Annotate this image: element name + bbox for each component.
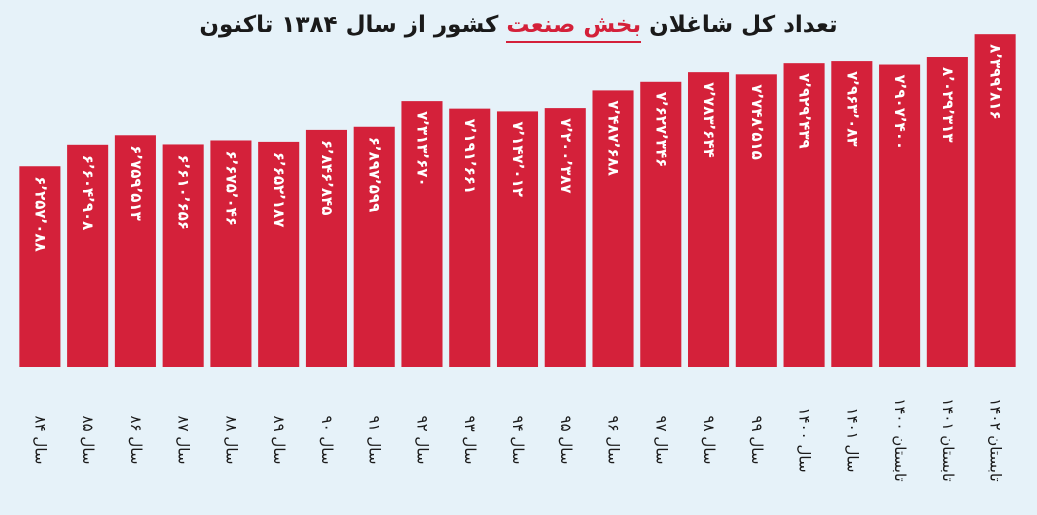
x-tick-label: سال ۸۶ — [127, 416, 145, 465]
value-label: ۷٬۷۴۸٬۵۱۵ — [748, 84, 766, 159]
bar — [544, 108, 586, 367]
x-tick-label: سال ۹۰ — [318, 416, 336, 465]
bar — [974, 34, 1016, 367]
x-tick-label: سال ۸۵ — [79, 416, 97, 465]
bar — [640, 81, 682, 367]
value-label: ۷٬۴۸۷٬۶۸۸ — [605, 100, 623, 175]
x-tick-label: سال ۹۴ — [509, 416, 527, 465]
bar — [114, 135, 156, 367]
x-tick-label: تابستان ۱۴۰۱ — [939, 398, 957, 481]
title-part: کشور از سال ۱۳۸۴ تاکنون — [199, 12, 499, 38]
value-label: ۷٬۱۹۱٬۶۶۱ — [461, 119, 479, 194]
bar — [353, 126, 395, 367]
x-tick-label: سال ۱۴۰۰ — [796, 407, 814, 472]
x-tick-label: سال ۸۸ — [222, 416, 240, 465]
value-label: ۸٬۳۹۹٬۸۱۶ — [987, 44, 1005, 119]
bar — [926, 57, 968, 367]
x-tick-label: سال ۸۹ — [270, 416, 288, 465]
x-tick-label: سال ۱۴۰۱ — [843, 407, 861, 472]
x-tick-label: سال ۹۸ — [700, 416, 718, 465]
x-tick-label: سال ۹۷ — [652, 416, 670, 465]
x-tick-label: تابستان ۱۴۰۰ — [891, 398, 909, 481]
value-label: ۶٬۶۰۴٬۹۰۸ — [79, 155, 97, 230]
bar — [401, 101, 443, 368]
bar — [258, 141, 300, 367]
bar — [210, 140, 252, 367]
chart-title: تعداد کل شاغلان بخش صنعت کشور از سال ۱۳۸… — [0, 12, 1037, 43]
x-tick-label: تابستان ۱۴۰۲ — [987, 398, 1005, 481]
x-tick-label: سال ۹۱ — [366, 416, 384, 465]
x-tick-label: سال ۸۴ — [31, 416, 49, 465]
bar — [592, 90, 634, 367]
bar — [449, 108, 491, 367]
bar — [162, 144, 204, 367]
value-label: ۶٬۷۵۹٬۵۱۳ — [127, 145, 145, 220]
value-label: ۸٬۰۲۹٬۳۱۳ — [939, 67, 957, 142]
bar — [688, 72, 730, 368]
bar — [19, 166, 61, 367]
x-tick-label: سال ۸۷ — [175, 416, 193, 465]
x-tick-label: سال ۹۶ — [605, 416, 623, 465]
value-label: ۷٬۳۱۳٬۶۷۰ — [413, 111, 431, 186]
bar — [305, 129, 347, 367]
value-label: ۶٬۸۹۷٬۵۹۹ — [366, 137, 384, 212]
value-label: ۷٬۶۲۷٬۳۴۶ — [652, 92, 670, 167]
title-part: تعداد کل شاغلان — [649, 12, 838, 38]
bar — [831, 61, 873, 367]
value-label: ۶٬۸۴۶٬۸۴۵ — [318, 140, 336, 215]
title-highlight: بخش صنعت — [506, 12, 642, 43]
value-label: ۷٬۱۴۷٬۰۱۲ — [509, 121, 527, 196]
value-label: ۷٬۹۰۷٬۴۰۰ — [891, 75, 909, 150]
x-tick-label: سال ۹۵ — [557, 416, 575, 465]
value-label: ۶٬۶۱۰٬۶۵۶ — [175, 154, 193, 229]
bar — [735, 74, 777, 368]
bar — [496, 111, 539, 368]
value-label: ۶٬۶۷۵٬۰۴۶ — [222, 150, 240, 225]
bar — [67, 144, 109, 367]
x-tick-label: سال ۹۳ — [461, 416, 479, 465]
value-label: ۷٬۹۲۹٬۴۳۹ — [796, 73, 814, 148]
x-tick-label: سال ۹۲ — [413, 416, 431, 465]
value-label: ۷٬۹۶۳٬۰۸۳ — [843, 71, 861, 146]
bar — [879, 64, 921, 368]
value-label: ۷٬۲۰۰٬۳۸۷ — [557, 118, 575, 193]
x-tick-label: سال ۹۹ — [748, 416, 766, 465]
value-label: ۷٬۷۸۳٬۶۴۴ — [700, 82, 718, 157]
value-label: ۶٬۶۵۲٬۱۸۷ — [270, 152, 288, 227]
bar — [783, 63, 825, 368]
value-label: ۶٬۲۵۷٬۰۸۸ — [31, 176, 49, 251]
